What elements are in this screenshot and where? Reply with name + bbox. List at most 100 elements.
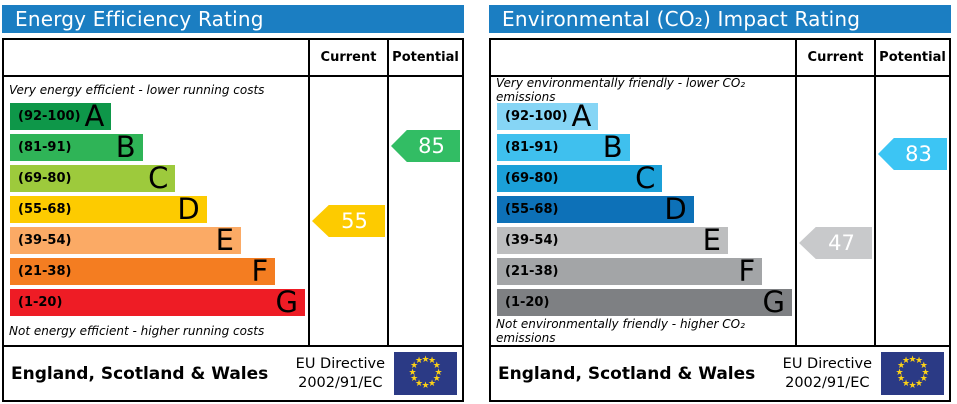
band-row-a: (92-100) A: [497, 99, 599, 133]
band-list: (92-100) A (81-91) B (69-80) C (55-68) D: [491, 99, 795, 319]
eu-directive-label: EU Directive 2002/91/EC: [783, 355, 872, 392]
band-row-f: (21-38) F: [497, 254, 763, 288]
column-divider: [387, 40, 389, 345]
band-range: (1-20): [505, 295, 550, 310]
band-row-a: (92-100) A: [10, 99, 112, 133]
panel-footer: England, Scotland & Wales EU Directive 2…: [491, 347, 949, 400]
band-letter: C: [635, 161, 656, 195]
eu-star-icon: ★: [921, 367, 930, 378]
region-label: England, Scotland & Wales: [498, 363, 756, 384]
band-range: (92-100): [18, 109, 81, 124]
eu-directive-label: EU Directive 2002/91/EC: [296, 355, 385, 392]
eu-star-icon: ★: [427, 378, 437, 389]
column-header-potential: Potential: [879, 50, 946, 65]
eu-star-icon: ★: [897, 361, 906, 371]
band-range: (39-54): [505, 233, 559, 248]
eu-star-icon: ★: [410, 374, 419, 384]
column-header-current: Current: [320, 50, 377, 65]
eu-star-icon: ★: [919, 374, 928, 384]
eu-star-icon: ★: [914, 356, 924, 367]
band-letter: D: [664, 192, 687, 226]
potential-rating-arrow: 83: [878, 138, 947, 170]
panel-title: Environmental (CO₂) Impact Rating: [489, 5, 951, 33]
column-divider: [308, 40, 310, 345]
energy-efficiency-panel: Energy Efficiency Rating Current Potenti…: [2, 5, 464, 402]
band-letter: A: [84, 99, 105, 133]
band-letter: B: [115, 130, 136, 164]
eu-star-icon: ★: [421, 380, 430, 391]
potential-rating-column: 83: [876, 77, 949, 345]
eu-star-icon: ★: [421, 354, 430, 365]
column-header-current: Current: [807, 50, 864, 65]
eu-star-icon: ★: [410, 361, 419, 371]
band-row-g: (1-20) G: [10, 288, 306, 317]
band-row-d: (55-68) D: [497, 192, 694, 226]
band-letter: A: [571, 99, 592, 133]
band-range: (21-38): [505, 264, 559, 279]
band-range: (21-38): [18, 264, 72, 279]
band-row-e: (39-54) E: [497, 223, 728, 257]
current-rating-arrow: 47: [799, 227, 872, 259]
row-divider: [491, 345, 949, 347]
band-row-c: (69-80) C: [497, 161, 663, 195]
rating-bands-area: Very energy efficient - lower running co…: [4, 77, 308, 345]
rating-table: Current Potential Very environmentally f…: [489, 38, 951, 402]
eu-star-icon: ★: [908, 354, 917, 365]
eu-star-icon: ★: [901, 378, 911, 389]
band-range: (55-68): [18, 202, 72, 217]
band-row-b: (81-91) B: [497, 130, 630, 164]
panel-footer: England, Scotland & Wales EU Directive 2…: [4, 347, 462, 400]
band-letter: F: [251, 254, 269, 288]
eu-star-icon: ★: [897, 374, 906, 384]
eu-star-icon: ★: [895, 367, 904, 378]
eu-star-icon: ★: [427, 356, 437, 367]
eu-star-icon: ★: [919, 361, 928, 371]
band-range: (55-68): [505, 202, 559, 217]
current-rating-column: 47: [797, 77, 874, 345]
eu-directive-line2: 2002/91/EC: [785, 374, 870, 391]
bottom-caption: Not energy efficient - higher running co…: [9, 323, 265, 338]
column-header-potential: Potential: [392, 50, 459, 65]
rating-bands-area: Very environmentally friendly - lower CO…: [491, 77, 795, 345]
band-row-d: (55-68) D: [10, 192, 207, 226]
eu-star-icon: ★: [901, 356, 911, 367]
band-row-f: (21-38) F: [10, 254, 276, 288]
band-row-g: (1-20) G: [497, 285, 793, 319]
eu-flag-icon: ★ ★ ★ ★ ★ ★ ★ ★ ★ ★ ★ ★: [881, 352, 944, 395]
eu-star-icon: ★: [434, 367, 443, 378]
band-letter: E: [215, 223, 234, 257]
row-divider: [4, 75, 462, 77]
co2-impact-panel: Environmental (CO₂) Impact Rating Curren…: [489, 5, 951, 402]
band-range: (69-80): [505, 171, 559, 186]
eu-star-icon: ★: [408, 367, 417, 378]
band-letter: G: [762, 285, 786, 319]
band-range: (69-80): [18, 171, 72, 186]
eu-directive-line1: EU Directive: [295, 355, 385, 372]
top-caption: Very environmentally friendly - lower CO…: [496, 77, 746, 104]
band-letter: D: [177, 192, 200, 226]
eu-star-icon: ★: [414, 378, 424, 389]
column-divider: [795, 40, 797, 345]
rating-table: Current Potential Very energy efficient …: [2, 38, 464, 402]
current-rating-column: 55: [310, 77, 387, 345]
eu-directive-line2: 2002/91/EC: [298, 374, 383, 391]
band-range: (39-54): [18, 233, 72, 248]
top-caption: Very energy efficient - lower running co…: [9, 83, 265, 97]
panel-title: Energy Efficiency Rating: [2, 5, 464, 33]
row-divider: [4, 345, 462, 347]
potential-rating-column: 85: [389, 77, 462, 345]
region-label: England, Scotland & Wales: [11, 363, 269, 384]
band-range: (92-100): [505, 109, 568, 124]
band-letter: E: [702, 223, 721, 257]
band-range: (81-91): [18, 140, 72, 155]
band-letter: B: [602, 130, 623, 164]
band-range: (1-20): [18, 295, 63, 310]
band-letter: F: [738, 254, 756, 288]
potential-rating-arrow: 85: [391, 130, 460, 162]
band-row-b: (81-91) B: [10, 130, 143, 164]
band-letter: C: [148, 161, 169, 195]
band-row-c: (69-80) C: [10, 161, 176, 195]
current-rating-arrow: 55: [312, 205, 385, 237]
bottom-caption: Not environmentally friendly - higher CO…: [496, 316, 745, 345]
